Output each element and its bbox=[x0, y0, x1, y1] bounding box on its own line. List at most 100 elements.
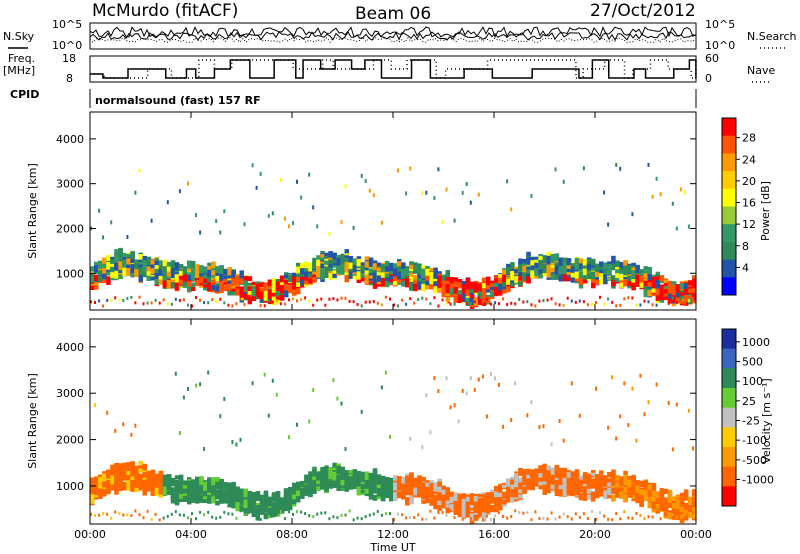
velocity-cell bbox=[619, 414, 622, 419]
velocity-cell bbox=[490, 505, 495, 511]
velocity-cell bbox=[300, 510, 303, 514]
power-cell bbox=[586, 263, 592, 270]
power-cell bbox=[498, 278, 503, 284]
velocity-cell bbox=[312, 475, 317, 479]
power-cell bbox=[344, 266, 349, 273]
power-cell bbox=[514, 269, 519, 273]
power-cell bbox=[158, 270, 164, 276]
power-cell bbox=[178, 189, 181, 194]
velocity-cell bbox=[98, 488, 103, 498]
velocity-cell bbox=[566, 476, 572, 484]
velocity-cell bbox=[550, 467, 556, 474]
velocity-cell bbox=[453, 493, 459, 501]
power-cell bbox=[328, 259, 333, 263]
power-cell bbox=[538, 263, 543, 269]
power-cell bbox=[554, 259, 560, 269]
power-cell bbox=[522, 265, 527, 273]
velocity-cell bbox=[178, 491, 184, 499]
power-cell bbox=[635, 274, 640, 283]
power-cell bbox=[328, 264, 333, 270]
velocity-cell bbox=[510, 418, 513, 423]
power-cell bbox=[231, 278, 236, 286]
power-cell bbox=[578, 263, 584, 269]
velocity-cell bbox=[421, 491, 426, 500]
velocity-cell bbox=[263, 512, 269, 520]
power-cell bbox=[599, 273, 604, 282]
power-cell bbox=[316, 268, 321, 278]
power-cell bbox=[316, 255, 321, 263]
power-cell bbox=[231, 283, 236, 289]
cpid-label: CPID bbox=[10, 88, 39, 101]
velocity-cell bbox=[263, 372, 266, 377]
power-cell bbox=[348, 271, 354, 279]
velocity-cell bbox=[235, 442, 238, 447]
power-cell bbox=[647, 279, 652, 283]
power-cell bbox=[122, 299, 125, 302]
power-cell bbox=[518, 264, 523, 272]
power-cell bbox=[372, 193, 375, 198]
velocity-cell bbox=[522, 486, 527, 493]
power-cell bbox=[413, 266, 418, 270]
velocity-cell bbox=[405, 475, 410, 482]
power-cell bbox=[267, 213, 270, 218]
power-cell bbox=[413, 283, 418, 290]
power-cell bbox=[502, 274, 507, 283]
power-cell bbox=[679, 298, 685, 302]
velocity-cell bbox=[401, 476, 406, 485]
velocity-cell bbox=[126, 480, 131, 486]
velocity-cell bbox=[259, 496, 265, 503]
velocity-cell bbox=[639, 480, 644, 488]
velocity-cell bbox=[465, 506, 471, 510]
power-cell bbox=[607, 297, 610, 301]
velocity-cell bbox=[595, 473, 600, 480]
x-axis-label: Time UT bbox=[369, 541, 415, 554]
power-cell bbox=[195, 213, 197, 218]
velocity-cell bbox=[574, 476, 580, 485]
power-colorbar-tick-label: 16 bbox=[742, 197, 756, 210]
velocity-cell bbox=[433, 499, 438, 507]
power-cell bbox=[393, 268, 398, 277]
velocity-cell bbox=[219, 414, 222, 419]
velocity-cell bbox=[118, 469, 123, 474]
power-cell bbox=[457, 294, 463, 304]
velocity-cell bbox=[623, 381, 626, 386]
velocity-cell bbox=[98, 513, 101, 517]
velocity-cell bbox=[405, 484, 410, 493]
power-cell bbox=[457, 290, 463, 299]
power-cell bbox=[142, 265, 147, 272]
power-cell bbox=[393, 279, 398, 286]
power-cell bbox=[473, 284, 479, 293]
velocity-cell bbox=[558, 482, 564, 491]
power-cell bbox=[187, 260, 192, 269]
power-cell bbox=[433, 286, 438, 294]
power-cell bbox=[118, 298, 121, 302]
power-cell bbox=[530, 303, 533, 307]
velocity-cell bbox=[195, 496, 200, 503]
velocity-cell bbox=[510, 479, 515, 485]
velocity-cell bbox=[166, 489, 172, 495]
power-cell bbox=[336, 298, 339, 302]
velocity-cell bbox=[619, 487, 624, 492]
velocity-cell bbox=[263, 503, 269, 510]
velocity-cell bbox=[562, 487, 568, 497]
power-cell bbox=[655, 303, 658, 307]
power-cell bbox=[364, 274, 370, 280]
power-cell bbox=[675, 298, 681, 303]
velocity-cell bbox=[178, 498, 184, 502]
velocity-ytick-label: 2000 bbox=[56, 434, 84, 447]
freq-tick-bottom: 8 bbox=[66, 72, 73, 85]
velocity-cell bbox=[360, 490, 366, 494]
velocity-cell bbox=[510, 493, 515, 503]
power-cell bbox=[98, 299, 101, 303]
power-cell bbox=[308, 299, 311, 303]
velocity-colorbar-tick-label: 500 bbox=[742, 356, 763, 369]
velocity-cell bbox=[389, 492, 394, 499]
power-cell bbox=[663, 286, 669, 291]
power-cell bbox=[530, 193, 533, 198]
power-cell bbox=[304, 262, 309, 267]
power-cell bbox=[223, 276, 228, 283]
velocity-cell bbox=[619, 480, 624, 486]
velocity-cell bbox=[437, 500, 442, 506]
velocity-cell bbox=[663, 512, 669, 517]
velocity-cell bbox=[401, 489, 406, 493]
